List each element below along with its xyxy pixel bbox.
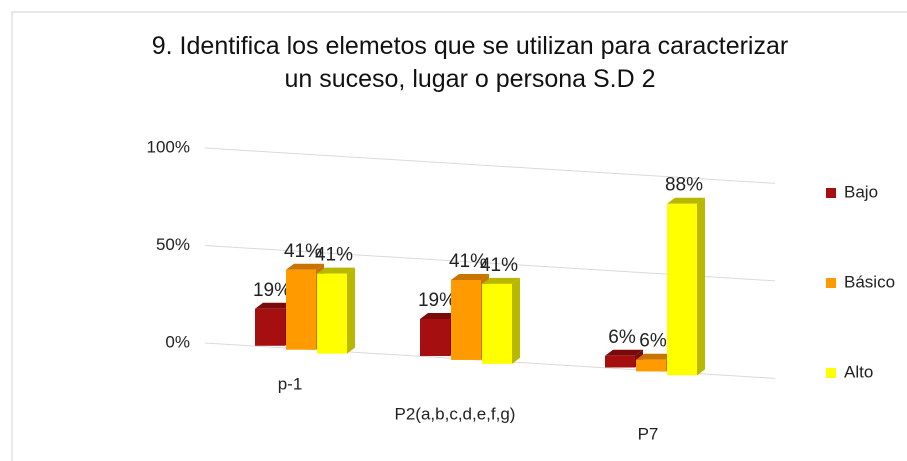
- bar-side: [347, 267, 355, 354]
- data-label: 41%: [480, 255, 518, 276]
- grid-line: [204, 147, 776, 184]
- bar-top: [636, 353, 674, 360]
- bar: [255, 308, 285, 346]
- chart-frame: [11, 11, 907, 461]
- bar: [420, 318, 450, 357]
- bar-top: [605, 349, 643, 356]
- data-label: 41%: [315, 245, 353, 266]
- chart-title: 9. Identifica los elemetos que se utiliz…: [151, 32, 789, 93]
- bar-top: [286, 263, 324, 270]
- legend-label: Básico: [844, 272, 895, 291]
- bar-side: [512, 277, 520, 364]
- y-tick-label: 100%: [147, 137, 190, 156]
- x-tick-label: P2(a,b,c,d,e,f,g): [395, 404, 516, 423]
- bar: [482, 283, 512, 364]
- bar: [605, 355, 635, 368]
- bar-side: [697, 197, 705, 376]
- bar: [451, 279, 481, 360]
- y-tick-label: 0%: [165, 332, 190, 351]
- x-tick-label: p-1: [278, 374, 303, 393]
- bar-top: [420, 312, 458, 319]
- y-tick-label: 50%: [156, 235, 190, 254]
- legend-swatch: [826, 278, 836, 288]
- legend-label: Bajo: [844, 182, 878, 201]
- data-label: 6%: [608, 327, 636, 348]
- data-label: 88%: [665, 175, 703, 196]
- bar-top: [667, 197, 705, 204]
- bar: [286, 269, 316, 350]
- x-tick-label: P7: [638, 424, 659, 443]
- legend-swatch: [826, 188, 836, 198]
- legend-swatch: [826, 368, 836, 378]
- data-label: 19%: [253, 280, 291, 301]
- data-label: 6%: [639, 331, 667, 352]
- bar-top: [317, 267, 355, 274]
- data-label: 41%: [449, 251, 487, 272]
- bar-top: [255, 302, 293, 309]
- legend-label: Alto: [844, 362, 873, 381]
- bar: [636, 359, 666, 372]
- bar: [667, 203, 697, 376]
- bar-top: [482, 277, 520, 284]
- bar: [317, 273, 347, 354]
- bar-top: [451, 273, 489, 280]
- data-label: 19%: [418, 290, 456, 311]
- data-label: 41%: [284, 241, 322, 262]
